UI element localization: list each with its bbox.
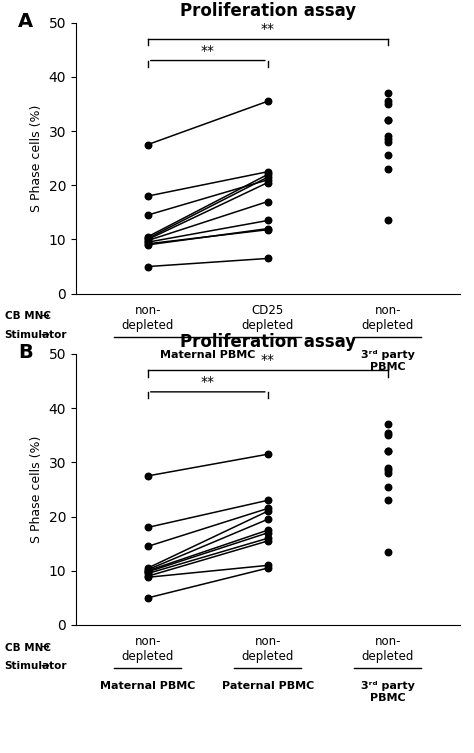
Point [144,238,152,250]
Text: Maternal PBMC: Maternal PBMC [100,681,195,691]
Point [384,163,392,175]
Title: Proliferation assay: Proliferation assay [180,333,356,351]
Point [144,570,152,582]
Point [264,559,272,572]
Point [144,565,152,577]
Point [144,521,152,533]
Point [384,130,392,142]
Point [264,448,272,460]
Point [264,494,272,506]
Point [264,527,272,539]
Point [384,114,392,127]
Point [264,223,272,235]
Point [264,505,272,517]
Text: **: ** [261,353,275,367]
Point [384,546,392,558]
Text: **: ** [201,375,215,389]
Text: **: ** [261,22,275,36]
Point [384,426,392,438]
Point [264,95,272,107]
Point [384,149,392,161]
Point [264,176,272,188]
Text: CB MNC: CB MNC [5,311,51,322]
Point [144,572,152,584]
Y-axis label: S Phase cells (%): S Phase cells (%) [30,436,43,543]
Text: →: → [40,330,49,340]
Point [144,233,152,245]
Point [384,98,392,110]
Point [384,429,392,441]
Point [384,133,392,145]
Text: A: A [18,12,33,31]
Text: CB MNC: CB MNC [5,642,51,653]
Point [264,174,272,186]
Point [264,532,272,544]
Point [264,224,272,236]
Point [264,502,272,514]
Point [144,261,152,273]
Point [264,171,272,183]
Point [144,566,152,578]
Point [384,480,392,492]
Point [264,535,272,547]
Point [144,236,152,248]
Point [384,467,392,479]
Y-axis label: S Phase cells (%): S Phase cells (%) [30,105,43,212]
Text: **: ** [201,44,215,58]
Text: Stimulator: Stimulator [5,330,67,340]
Point [144,541,152,553]
Point [384,95,392,107]
Point [144,139,152,151]
Text: 3ʳᵈ party
PBMC: 3ʳᵈ party PBMC [361,681,415,703]
Point [264,252,272,264]
Text: Stimulator: Stimulator [5,661,67,672]
Point [144,190,152,202]
Point [264,215,272,227]
Point [264,524,272,536]
Point [384,215,392,227]
Point [264,166,272,178]
Point [144,562,152,574]
Point [384,446,392,458]
Point [264,514,272,526]
Point [384,419,392,431]
Point [144,470,152,482]
Point [144,239,152,251]
Text: 3ʳᵈ party
PBMC: 3ʳᵈ party PBMC [361,350,415,372]
Point [264,169,272,181]
Text: Paternal PBMC: Paternal PBMC [222,681,314,691]
Point [384,87,392,99]
Point [384,446,392,458]
Point [384,465,392,477]
Point [264,562,272,574]
Point [144,564,152,576]
Title: Proliferation assay: Proliferation assay [180,2,356,20]
Point [144,234,152,246]
Point [264,196,272,208]
Text: →: → [40,642,49,653]
Text: B: B [18,343,33,362]
Point [144,209,152,221]
Point [144,592,152,604]
Point [384,136,392,148]
Text: →: → [40,311,49,322]
Text: Maternal PBMC: Maternal PBMC [160,350,255,360]
Point [384,114,392,127]
Point [144,568,152,580]
Text: →: → [40,661,49,672]
Point [144,230,152,242]
Point [384,494,392,506]
Point [384,462,392,474]
Point [144,233,152,245]
